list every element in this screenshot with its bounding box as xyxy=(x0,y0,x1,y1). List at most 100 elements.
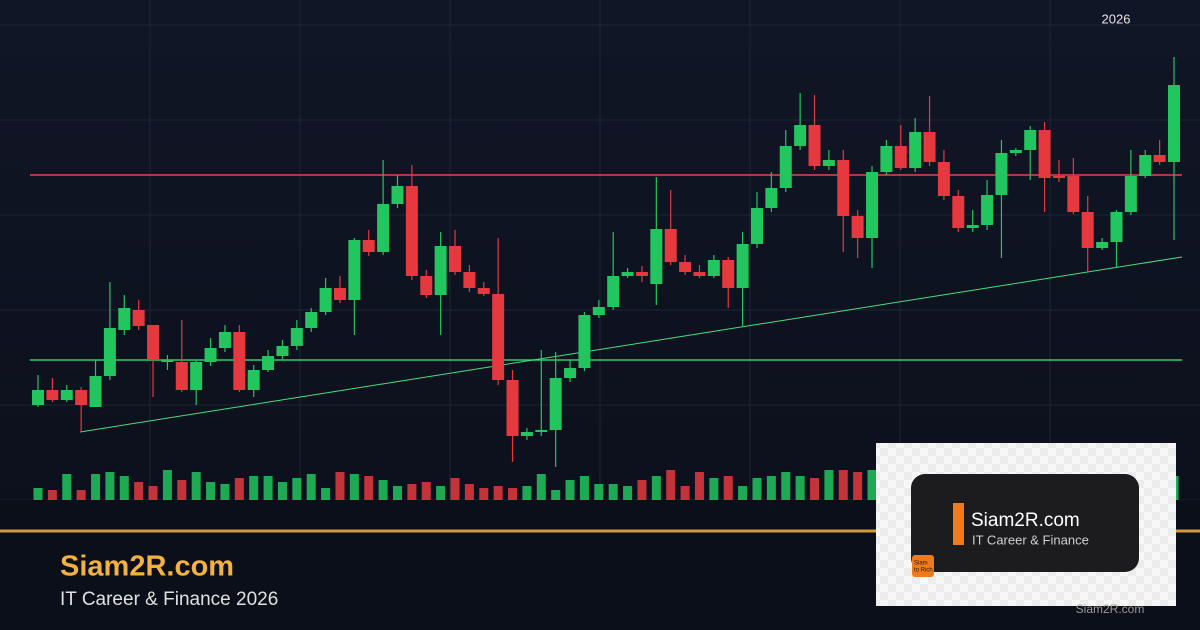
candle-body xyxy=(247,370,260,390)
volume-bar xyxy=(723,476,733,500)
volume-bar xyxy=(33,488,43,500)
candle-body xyxy=(434,246,447,295)
candle-body xyxy=(952,196,965,228)
volume-bar xyxy=(206,482,216,500)
candle-body xyxy=(204,348,217,362)
watermark-footer: Siam2R.com xyxy=(1076,602,1145,616)
volume-bar xyxy=(277,482,287,500)
candle-body xyxy=(305,312,318,328)
candle-body xyxy=(808,125,821,166)
candle-body xyxy=(405,186,418,276)
candle-body xyxy=(923,132,936,162)
watermark-bar xyxy=(953,503,964,545)
candle-body xyxy=(319,288,332,312)
candle-body xyxy=(492,294,505,380)
watermark-badge xyxy=(912,555,934,577)
volume-bar xyxy=(263,476,273,500)
candle-body xyxy=(103,328,116,376)
candle-body xyxy=(1009,150,1022,153)
volume-bar xyxy=(838,470,848,500)
volume-bar xyxy=(177,480,187,500)
volume-bar xyxy=(47,490,57,500)
candle-body xyxy=(147,325,160,360)
candle-body xyxy=(262,356,275,370)
candle-body xyxy=(348,240,361,300)
candle-body xyxy=(1052,176,1065,178)
candle-body xyxy=(118,308,131,330)
volume-bar xyxy=(378,480,388,500)
volume-bar xyxy=(810,478,820,500)
candle-body xyxy=(377,204,390,252)
candle-body xyxy=(449,246,462,272)
candle-body xyxy=(564,368,577,378)
volume-bar xyxy=(234,478,244,500)
candle-body xyxy=(736,244,749,288)
candle-body xyxy=(1081,212,1094,248)
candle-body xyxy=(1096,242,1109,248)
volume-bar xyxy=(148,486,158,500)
candle-body xyxy=(794,125,807,146)
volume-bar xyxy=(349,474,359,500)
watermark-title: Siam2R.com xyxy=(971,510,1080,531)
volume-bar xyxy=(551,490,561,500)
volume-bar xyxy=(479,488,489,500)
volume-bar xyxy=(680,486,690,500)
candle-body xyxy=(60,390,73,400)
candle-body xyxy=(909,132,922,168)
candle-body xyxy=(866,172,879,238)
candle-body xyxy=(520,432,533,436)
watermark-subtitle: IT Career & Finance xyxy=(972,532,1089,547)
candle-body xyxy=(650,229,663,284)
candle-body xyxy=(32,390,44,405)
candle-body xyxy=(621,272,634,276)
candle-body xyxy=(635,272,648,276)
volume-bar xyxy=(738,486,748,500)
candle-body xyxy=(966,225,979,228)
volume-bar xyxy=(781,472,791,500)
candle-body xyxy=(937,162,950,196)
candle-body xyxy=(477,288,490,294)
candle-body xyxy=(880,146,893,172)
candle-body xyxy=(89,376,102,407)
candle-body xyxy=(837,160,850,216)
candle-body xyxy=(1139,155,1152,176)
badge-line: Siam xyxy=(914,561,928,567)
candle-body xyxy=(578,315,591,368)
volume-bar xyxy=(321,488,331,500)
candle-body xyxy=(592,307,605,315)
volume-bar xyxy=(709,478,719,500)
candle-body xyxy=(290,328,303,346)
volume-bar xyxy=(436,486,446,500)
candle-body xyxy=(894,146,907,168)
candle-body xyxy=(218,332,231,348)
candle-body xyxy=(175,362,188,390)
volume-bar xyxy=(292,478,302,500)
candle-body xyxy=(46,390,59,400)
volume-bar xyxy=(795,476,805,500)
candle-body xyxy=(75,390,88,405)
candle-body xyxy=(1110,212,1123,242)
volume-bar xyxy=(450,478,460,500)
volume-bar xyxy=(105,472,115,500)
volume-bar xyxy=(623,486,633,500)
volume-bar xyxy=(694,472,704,500)
candle-body xyxy=(707,260,720,276)
candle-body xyxy=(995,153,1008,195)
brand-subtitle: IT Career & Finance 2026 xyxy=(60,589,278,610)
candle-body xyxy=(276,346,289,356)
candle-body xyxy=(535,430,548,432)
candle-body xyxy=(506,380,519,436)
candle-body xyxy=(1124,176,1137,212)
candle-body xyxy=(190,362,203,390)
volume-bar xyxy=(752,478,762,500)
candle-body xyxy=(1067,176,1080,212)
candle-body xyxy=(362,240,375,252)
volume-bar xyxy=(867,470,877,500)
volume-bar xyxy=(536,474,546,500)
volume-bar xyxy=(493,486,503,500)
volume-bar xyxy=(853,472,863,500)
volume-bar xyxy=(220,484,230,500)
candle-body xyxy=(132,310,145,326)
candle-body xyxy=(420,276,433,295)
